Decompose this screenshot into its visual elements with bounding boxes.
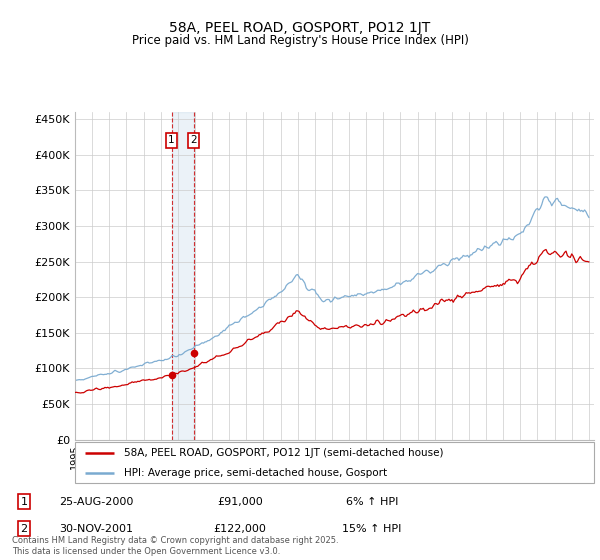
Bar [172,112,194,440]
Text: 25-AUG-2000: 25-AUG-2000 [59,497,133,507]
Text: 58A, PEEL ROAD, GOSPORT, PO12 1JT: 58A, PEEL ROAD, GOSPORT, PO12 1JT [169,21,431,35]
Text: 15% ↑ HPI: 15% ↑ HPI [343,524,401,534]
Text: 1: 1 [20,497,28,507]
Text: £122,000: £122,000 [214,524,266,534]
Text: 2: 2 [20,524,28,534]
Text: Contains HM Land Registry data © Crown copyright and database right 2025.
This d: Contains HM Land Registry data © Crown c… [12,536,338,556]
Text: £91,000: £91,000 [217,497,263,507]
Text: 6% ↑ HPI: 6% ↑ HPI [346,497,398,507]
Text: 2: 2 [190,136,197,146]
Text: Price paid vs. HM Land Registry's House Price Index (HPI): Price paid vs. HM Land Registry's House … [131,34,469,46]
Text: 1: 1 [168,136,175,146]
Text: HPI: Average price, semi-detached house, Gosport: HPI: Average price, semi-detached house,… [124,468,388,478]
Text: 58A, PEEL ROAD, GOSPORT, PO12 1JT (semi-detached house): 58A, PEEL ROAD, GOSPORT, PO12 1JT (semi-… [124,449,444,458]
Text: 30-NOV-2001: 30-NOV-2001 [59,524,133,534]
